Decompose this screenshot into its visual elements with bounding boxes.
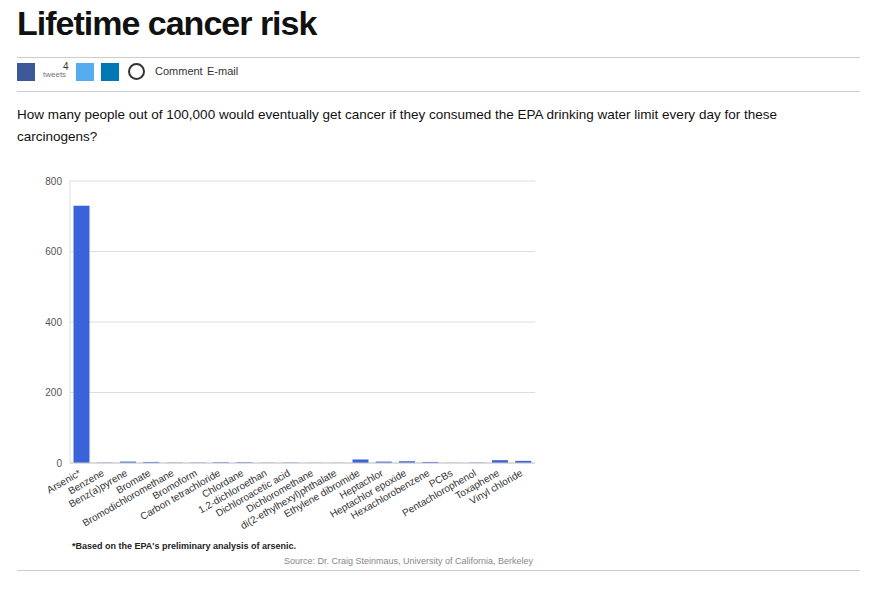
svg-text:Pentachlorophenol: Pentachlorophenol — [400, 467, 478, 519]
svg-text:Dichloroacetic acid: Dichloroacetic acid — [213, 467, 292, 519]
svg-text:Benzene: Benzene — [66, 467, 106, 497]
svg-text:Bromoform: Bromoform — [150, 467, 199, 502]
svg-text:800: 800 — [45, 176, 62, 187]
html-text:Lifetime cancer risk: Lifetime cancer risk — [17, 4, 317, 42]
html-text:Comment E-mail: Comment E-mail — [155, 65, 239, 77]
svg-text:Bromate: Bromate — [114, 467, 153, 496]
svg-text:PCBs: PCBs — [427, 467, 455, 490]
svg-text:Hexachlorobenzene: Hexachlorobenzene — [349, 467, 432, 521]
svg-text:Chlordane: Chlordane — [199, 467, 246, 500]
svg-text:Heptachlor: Heptachlor — [337, 467, 385, 501]
html-text:How many people out of 100,000: How many people out of 100,000 would eve… — [17, 107, 777, 144]
svg-text:Arsenic*: Arsenic* — [44, 467, 83, 496]
svg-text:Vinyl chloride: Vinyl chloride — [468, 467, 525, 506]
svg-text:400: 400 — [45, 317, 62, 328]
svg-text:Toxaphene: Toxaphene — [453, 467, 502, 502]
svg-text:Ethylene dibromide: Ethylene dibromide — [282, 467, 362, 520]
svg-text:0: 0 — [56, 458, 62, 469]
html-text:tweets: tweets — [43, 70, 67, 79]
svg-text:600: 600 — [45, 246, 62, 257]
html-text:Source: Dr. Craig Steinmaus, U: Source: Dr. Craig Steinmaus, University … — [283, 556, 533, 566]
svg-text:Benz(a)pyrene: Benz(a)pyrene — [66, 467, 130, 510]
svg-text:Carbon tetrachloride: Carbon tetrachloride — [138, 467, 223, 522]
svg-text:1,2-dichloroethan: 1,2-dichloroethan — [196, 467, 269, 516]
html-text:4: 4 — [63, 61, 69, 72]
svg-text:Bromodichloromethane: Bromodichloromethane — [80, 467, 176, 529]
svg-text:Heptachlor epoxide: Heptachlor epoxide — [328, 467, 409, 520]
svg-text:200: 200 — [45, 387, 62, 398]
svg-text:Dichloromethane: Dichloromethane — [244, 467, 316, 515]
html-text:*Based on the EPA's preliminar: *Based on the EPA's preliminary analysis… — [72, 541, 297, 551]
svg-text:di(2-ethylhexyl)phthalate: di(2-ethylhexyl)phthalate — [239, 467, 339, 531]
